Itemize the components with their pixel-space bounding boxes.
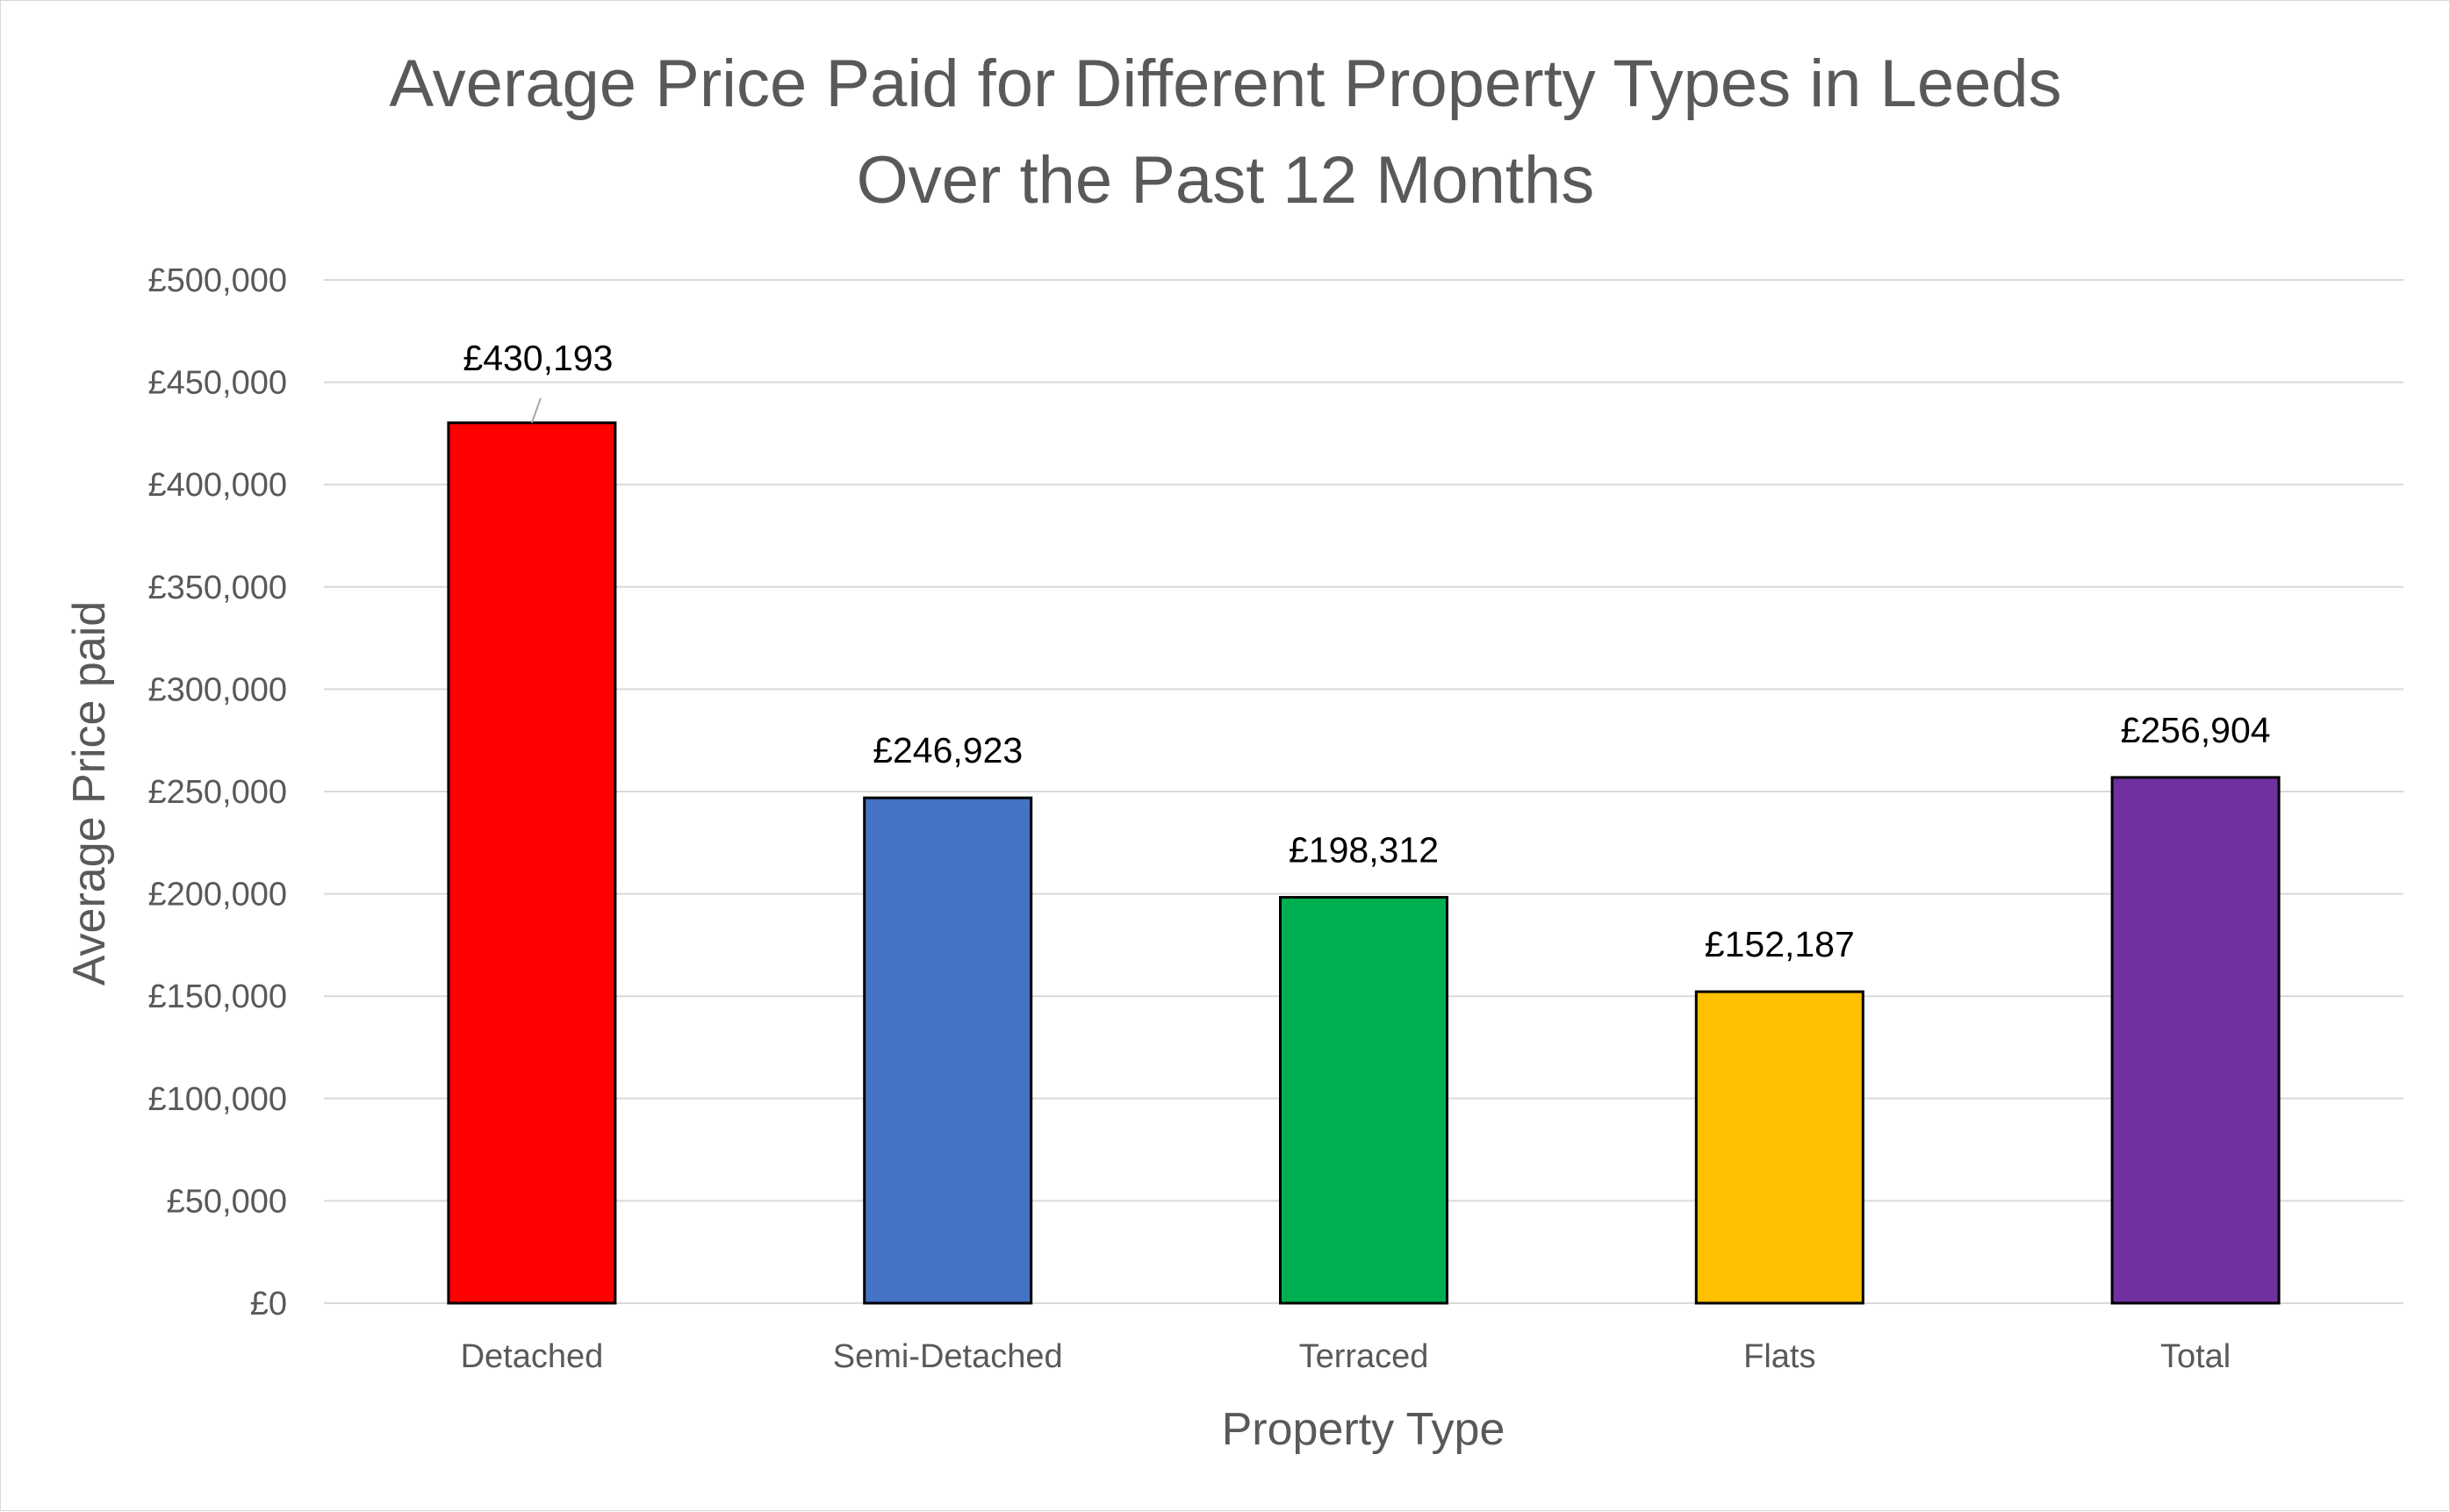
y-tick-label: £400,000	[148, 467, 288, 504]
x-category-label: Flats	[1743, 1338, 1815, 1375]
y-tick-label: £300,000	[148, 671, 288, 708]
data-label: £430,193	[463, 338, 613, 378]
data-label: £246,923	[873, 730, 1023, 770]
x-category-label: Terraced	[1299, 1338, 1429, 1375]
x-axis-title: Property Type	[1222, 1404, 1505, 1455]
gridlines	[324, 279, 2403, 1304]
bar	[863, 796, 1033, 1305]
data-labels: £430,193 £246,923 £198,312 £152,187 £256,904	[463, 338, 2270, 964]
y-tick-label: £500,000	[148, 262, 288, 299]
bars	[447, 421, 2281, 1305]
y-tick-label: £200,000	[148, 877, 288, 914]
chart-title-line-2: Over the Past 12 Months	[857, 143, 1595, 218]
x-category-label: Semi-Detached	[833, 1338, 1063, 1375]
y-tick-label: £150,000	[148, 978, 288, 1015]
x-category-label: Total	[2160, 1338, 2231, 1375]
bar	[447, 421, 617, 1305]
x-axis-categories: Detached Semi-Detached Terraced Flats Total	[461, 1338, 2231, 1375]
chart-title-line-1: Average Price Paid for Different Propert…	[389, 47, 2061, 121]
bar	[1279, 896, 1448, 1305]
data-label: £198,312	[1289, 830, 1439, 871]
data-label-leader	[530, 398, 542, 424]
x-category-label: Detached	[461, 1338, 604, 1375]
y-axis-title: Average Price paid	[64, 601, 115, 985]
y-axis-ticks: £0 £50,000 £100,000 £150,000 £200,000 £250,00…	[148, 262, 288, 1322]
y-tick-label: £50,000	[167, 1183, 287, 1220]
y-tick-label: £250,000	[148, 774, 288, 811]
y-tick-label: £350,000	[148, 570, 288, 606]
bar	[1694, 990, 1864, 1305]
bar	[2110, 776, 2281, 1305]
data-label: £256,904	[2121, 710, 2271, 750]
data-label: £152,187	[1705, 924, 1855, 964]
y-tick-label: £100,000	[148, 1081, 288, 1118]
y-tick-label: £450,000	[148, 365, 288, 402]
y-tick-label: £0	[250, 1286, 287, 1322]
